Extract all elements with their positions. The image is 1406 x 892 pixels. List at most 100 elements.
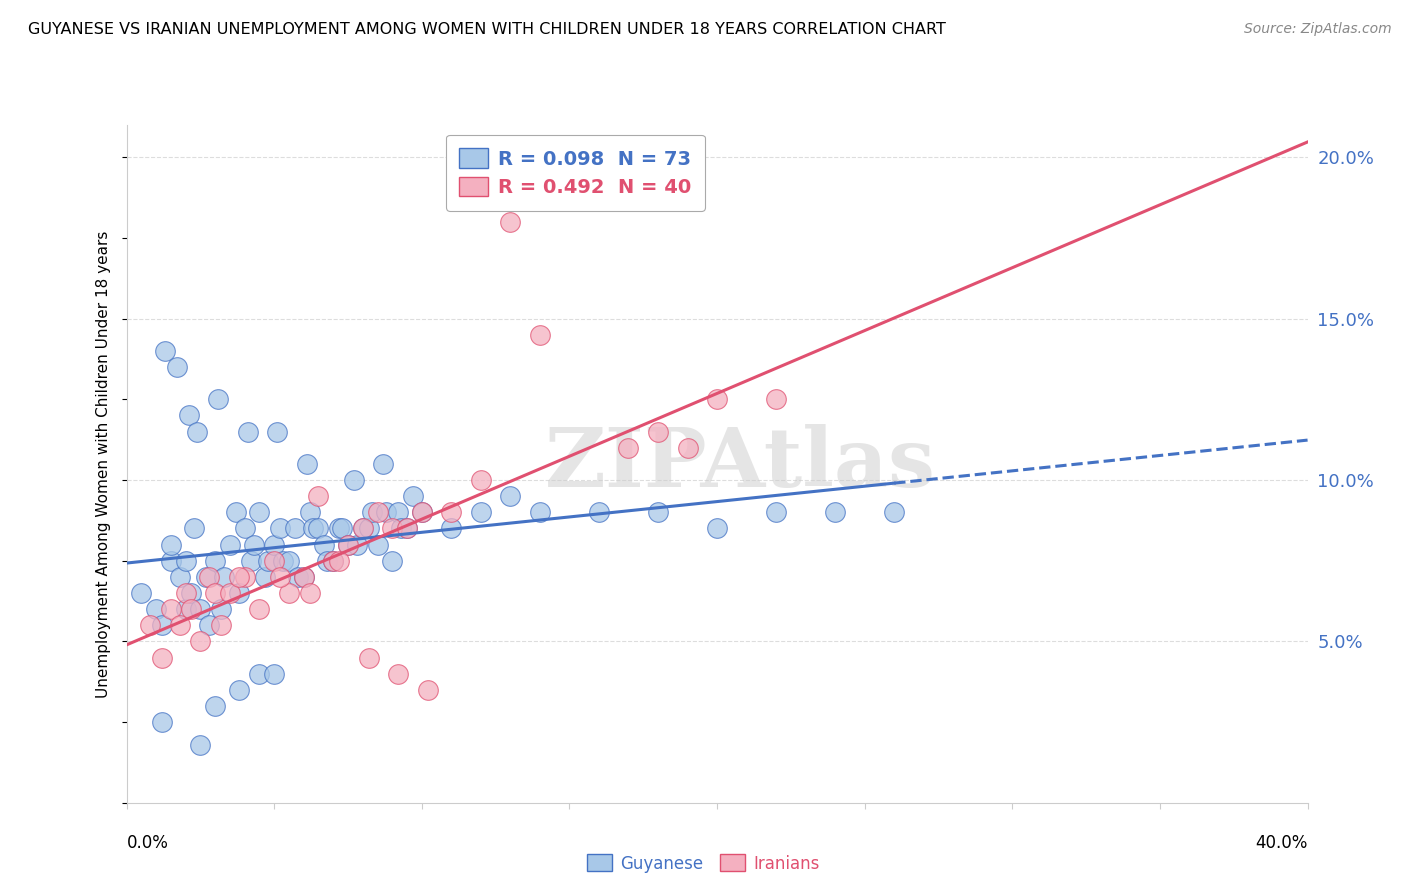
Point — [150, 618, 173, 632]
Point — [145, 602, 167, 616]
Point — [676, 441, 699, 455]
Text: ZIPAtlas: ZIPAtlas — [546, 424, 936, 504]
Point — [183, 521, 205, 535]
Point — [188, 602, 211, 616]
Point — [307, 521, 329, 535]
Point — [233, 570, 256, 584]
Point — [411, 505, 433, 519]
Point — [298, 586, 321, 600]
Point — [228, 586, 250, 600]
Point — [188, 738, 211, 752]
Text: Source: ZipAtlas.com: Source: ZipAtlas.com — [1244, 22, 1392, 37]
Text: GUYANESE VS IRANIAN UNEMPLOYMENT AMONG WOMEN WITH CHILDREN UNDER 18 YEARS CORREL: GUYANESE VS IRANIAN UNEMPLOYMENT AMONG W… — [28, 22, 946, 37]
Point — [343, 473, 366, 487]
Point — [499, 489, 522, 503]
Point — [366, 537, 388, 551]
Point — [174, 586, 197, 600]
Point — [360, 505, 382, 519]
Point — [529, 327, 551, 342]
Point — [328, 554, 350, 568]
Point — [328, 521, 350, 535]
Point — [617, 441, 640, 455]
Point — [269, 521, 291, 535]
Point — [346, 537, 368, 551]
Point — [233, 521, 256, 535]
Point — [242, 537, 264, 551]
Point — [228, 682, 250, 697]
Point — [389, 521, 412, 535]
Point — [212, 570, 235, 584]
Point — [307, 489, 329, 503]
Point — [166, 359, 188, 374]
Point — [396, 521, 419, 535]
Point — [529, 505, 551, 519]
Point — [284, 521, 307, 535]
Point — [765, 505, 787, 519]
Point — [247, 505, 270, 519]
Point — [402, 489, 425, 503]
Point — [295, 457, 318, 471]
Point — [330, 521, 353, 535]
Legend: R = 0.098  N = 73, R = 0.492  N = 40: R = 0.098 N = 73, R = 0.492 N = 40 — [446, 135, 704, 211]
Point — [298, 505, 321, 519]
Point — [207, 392, 229, 407]
Point — [263, 554, 285, 568]
Point — [195, 570, 218, 584]
Point — [254, 570, 277, 584]
Point — [129, 586, 153, 600]
Point — [204, 554, 226, 568]
Point — [322, 554, 344, 568]
Point — [416, 682, 439, 697]
Point — [411, 505, 433, 519]
Point — [209, 602, 232, 616]
Point — [292, 570, 315, 584]
Point — [174, 602, 197, 616]
Point — [647, 505, 669, 519]
Point — [266, 425, 288, 439]
Point — [322, 554, 344, 568]
Point — [287, 570, 309, 584]
Point — [160, 602, 183, 616]
Point — [218, 586, 242, 600]
Point — [373, 457, 395, 471]
Point — [440, 505, 463, 519]
Point — [263, 666, 285, 681]
Point — [228, 570, 250, 584]
Point — [588, 505, 610, 519]
Point — [204, 586, 226, 600]
Point — [150, 715, 173, 730]
Point — [357, 650, 380, 665]
Point — [381, 521, 404, 535]
Point — [239, 554, 262, 568]
Point — [352, 521, 374, 535]
Point — [314, 537, 336, 551]
Point — [396, 521, 419, 535]
Point — [204, 698, 226, 713]
Point — [169, 618, 191, 632]
Point — [180, 586, 202, 600]
Point — [381, 554, 404, 568]
Point — [257, 554, 280, 568]
Point — [301, 521, 323, 535]
Point — [150, 650, 173, 665]
Point — [174, 554, 197, 568]
Text: 40.0%: 40.0% — [1256, 834, 1308, 852]
Point — [198, 570, 221, 584]
Point — [209, 618, 232, 632]
Point — [706, 392, 728, 407]
Point — [188, 634, 211, 648]
Point — [271, 554, 294, 568]
Point — [278, 554, 301, 568]
Point — [177, 409, 200, 423]
Point — [375, 505, 398, 519]
Point — [169, 570, 191, 584]
Point — [247, 602, 270, 616]
Point — [160, 537, 183, 551]
Point — [263, 537, 285, 551]
Point — [499, 215, 522, 229]
Point — [269, 570, 291, 584]
Point — [366, 505, 388, 519]
Point — [316, 554, 339, 568]
Point — [198, 618, 221, 632]
Point — [824, 505, 846, 519]
